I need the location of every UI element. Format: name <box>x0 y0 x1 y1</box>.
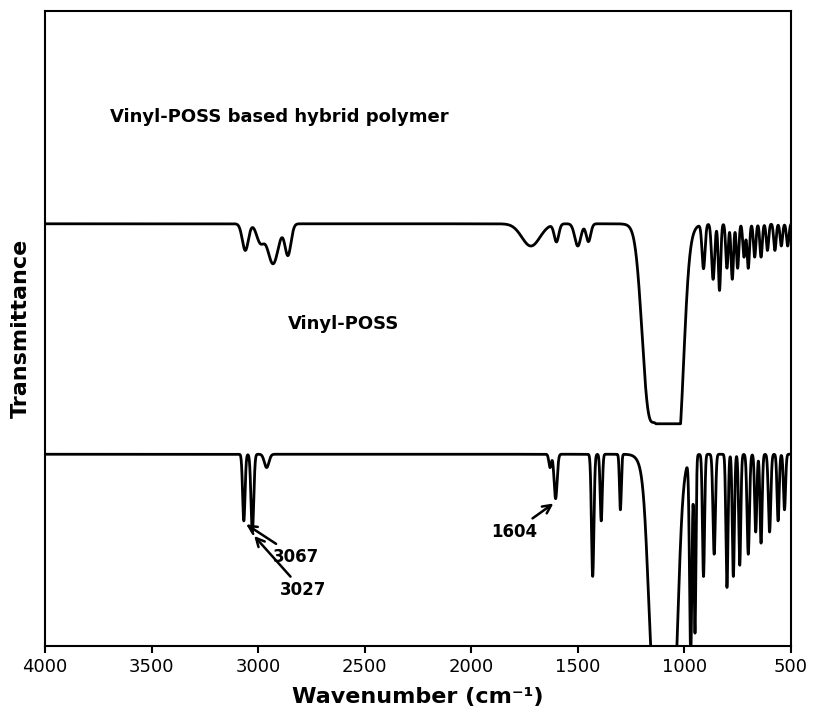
Text: 3067: 3067 <box>248 526 319 567</box>
Text: Vinyl-POSS: Vinyl-POSS <box>287 314 399 332</box>
Y-axis label: Transmittance: Transmittance <box>11 239 31 418</box>
X-axis label: Wavenumber (cm⁻¹): Wavenumber (cm⁻¹) <box>292 687 544 707</box>
Text: 1110: 1110 <box>0 717 1 718</box>
Text: 3027: 3027 <box>256 538 326 600</box>
Text: 1604: 1604 <box>491 505 551 541</box>
Text: Vinyl-POSS based hybrid polymer: Vinyl-POSS based hybrid polymer <box>110 108 449 126</box>
